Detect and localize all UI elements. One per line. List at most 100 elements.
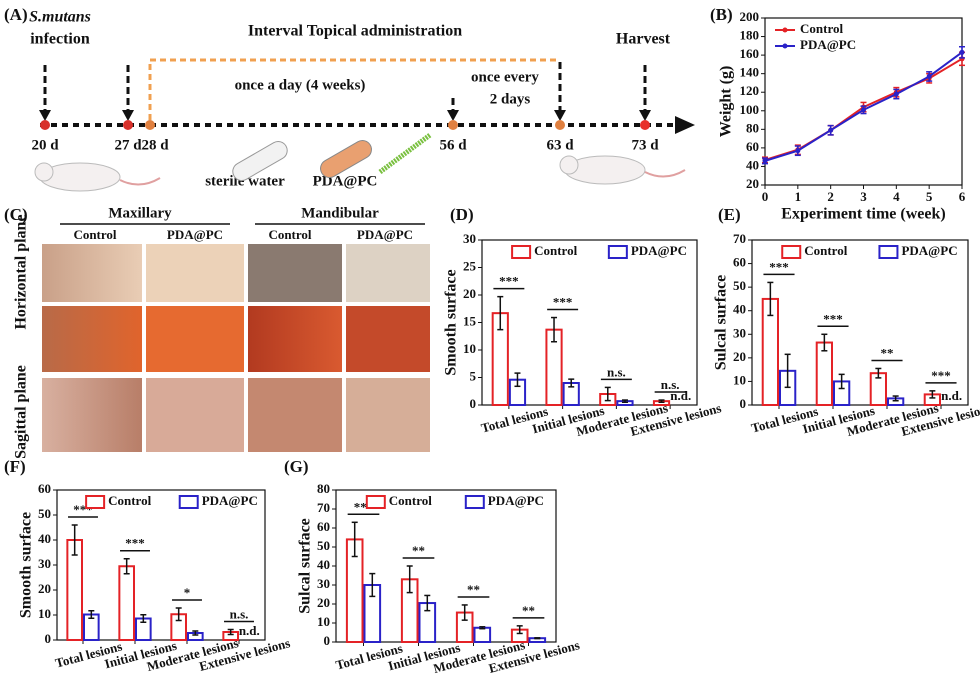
y-tick-label: 0 (45, 631, 52, 646)
legend-label: PDA@PC (800, 37, 856, 52)
legend-label: Control (108, 493, 151, 508)
x-tick-label: 5 (926, 189, 933, 204)
x-tick-label: 1 (795, 189, 802, 204)
panel-label: (D) (450, 205, 474, 224)
y-axis-label: Smooth surface (443, 269, 460, 375)
bar (815, 341, 833, 406)
y-tick-label: 20 (746, 176, 759, 191)
legend-swatch (365, 495, 386, 509)
x-tick-label: 3 (860, 189, 867, 204)
time-points (40, 120, 650, 130)
point (959, 49, 965, 55)
legend-swatch (85, 495, 106, 509)
y-tick-label: 10 (317, 614, 330, 629)
x-axis-label: Experiment time (week) (781, 206, 945, 223)
significance: * (184, 585, 191, 600)
column-label: Control (268, 227, 311, 242)
legend-swatch (464, 495, 485, 509)
significance: n.s. (607, 364, 626, 379)
y-axis-label: Weight (g) (718, 66, 735, 138)
y-tick-label: 5 (470, 368, 477, 383)
day-label: 63 d (546, 137, 574, 153)
significance: *** (823, 311, 843, 326)
significance: *** (125, 536, 145, 551)
harvest: Harvest (616, 31, 671, 48)
column-label: PDA@PC (357, 227, 413, 242)
legend-label: Control (389, 493, 432, 508)
group-label: Maxillary (108, 205, 172, 221)
point (795, 148, 801, 154)
photos (42, 244, 430, 452)
y-tick-label: 50 (317, 538, 330, 553)
significance: n.s. (230, 606, 249, 621)
chart: (B) 20 40 60 80 100 120 140 160 180 200 Weight (g) 0… (710, 5, 966, 223)
significance: ** (412, 543, 425, 558)
y-tick-label: 180 (740, 28, 760, 43)
significance: ** (881, 345, 894, 360)
y-tick-label: 40 (317, 557, 330, 572)
column-label: Control (73, 227, 116, 242)
y-tick-label: 50 (38, 506, 51, 521)
tubes (232, 132, 432, 181)
day-label: 73 d (631, 137, 659, 153)
timeline-title: Interval Topical administration (248, 23, 462, 40)
y-tick-label: 20 (317, 595, 330, 610)
panel-label: (E) (718, 205, 741, 224)
significance: *** (769, 259, 789, 274)
infection: infection (30, 31, 90, 48)
significance: *** (931, 368, 951, 383)
day-label: 28 d (141, 137, 169, 153)
legend-label: PDA@PC (631, 243, 687, 258)
y-axis-label: Sulcal surface (297, 518, 314, 614)
y-tick-label: 20 (463, 286, 476, 301)
y-tick-label: 10 (463, 341, 476, 356)
y-tick-label: 80 (746, 120, 759, 135)
panel-label: (G) (284, 457, 309, 476)
y-tick-label: 60 (38, 481, 51, 496)
legend-label: Control (804, 243, 847, 258)
point (926, 73, 932, 79)
y-tick-label: 60 (317, 519, 330, 534)
legend-dot (782, 27, 788, 33)
bar (473, 626, 492, 643)
arrows (43, 62, 647, 112)
y-tick-label: 160 (740, 46, 760, 61)
y-tick-label: 15 (463, 313, 477, 328)
phase2: 2 days (490, 91, 531, 107)
column-label: PDA@PC (167, 227, 223, 242)
x-tick-label: 6 (959, 189, 966, 204)
significance: ** (522, 603, 535, 618)
y-tick-label: 40 (733, 302, 746, 317)
treatment: PDA@PC (313, 173, 378, 189)
y-tick-label: 200 (740, 9, 760, 24)
y-axis-label: Smooth surface (18, 512, 35, 618)
significance: n.s. (661, 377, 680, 392)
mice (34, 155, 686, 192)
legend-label: PDA@PC (488, 493, 544, 508)
annotation: n.d. (239, 623, 260, 638)
y-tick-label: 120 (740, 83, 760, 98)
x-tick-label: 2 (827, 189, 834, 204)
legend-label: PDA@PC (901, 243, 957, 258)
y-tick-label: 30 (317, 576, 330, 591)
y-tick-label: 60 (746, 139, 759, 154)
point (893, 91, 899, 97)
y-tick-label: 80 (317, 481, 330, 496)
plot-frame (764, 17, 963, 186)
panel-label: (C) (4, 205, 28, 224)
row-label: Sagittal plane (13, 365, 30, 459)
significance: *** (499, 274, 519, 289)
panel-label: (A) (4, 5, 28, 24)
bar (118, 565, 136, 641)
legend-swatch (878, 245, 899, 259)
y-tick-label: 40 (38, 531, 51, 546)
point (762, 158, 768, 164)
plot-frame (751, 239, 969, 406)
y-tick-label: 25 (463, 258, 477, 273)
day-label: 20 d (31, 137, 59, 153)
annotation: n.d. (670, 388, 691, 403)
timeline: (A) S.mutans infection Interval Topical … (4, 5, 695, 192)
